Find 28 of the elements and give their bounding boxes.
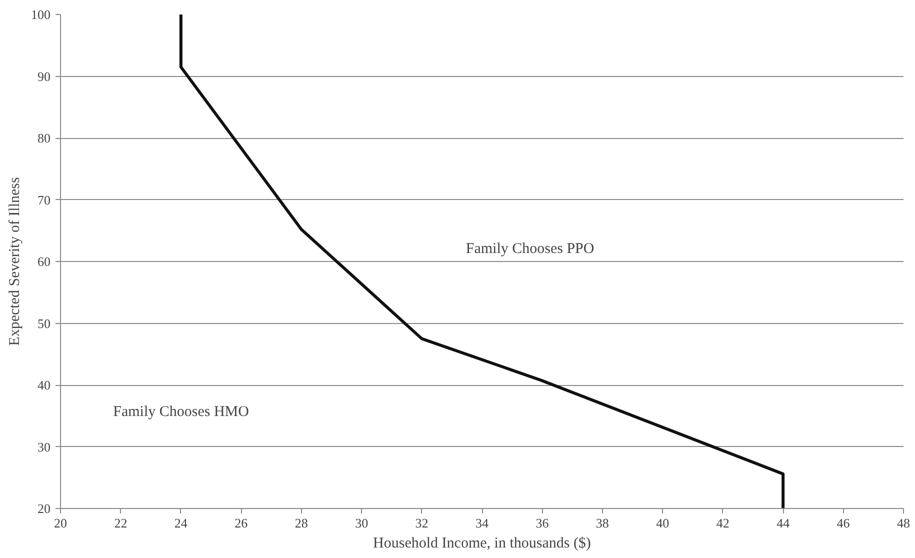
x-tick-label: 38 [596,516,609,530]
x-tick-label: 30 [355,516,368,530]
x-tick-label: 20 [54,516,67,530]
y-tick-label: 20 [38,501,50,516]
y-tick-label: 90 [38,68,50,84]
y-tick-label: 70 [38,192,50,208]
x-tick-label: 42 [716,516,730,530]
x-axis-title: Household Income, in thousands ($) [373,536,591,552]
y-tick-label: 50 [38,316,50,331]
y-tick-label: 100 [31,7,50,22]
annotation: Family Chooses HMO [113,404,250,420]
x-tick-label: 26 [234,516,248,530]
x-tick-label: 46 [836,516,850,530]
x-tick-label: 22 [114,516,128,530]
y-tick-label: 40 [38,378,50,392]
x-tick-label: 44 [776,516,790,530]
y-tick-label: 30 [38,439,50,454]
x-tick-label: 36 [536,516,550,530]
x-tick-label: 28 [294,516,308,530]
x-tick-label: 40 [656,516,670,530]
annotation: Family Chooses PPO [466,241,594,258]
x-tick-label: 24 [174,516,188,530]
x-tick-label: 34 [476,516,489,530]
y-axis-title: Expected Severity of Illness [7,176,23,346]
x-tick-label: 48 [897,516,910,530]
y-tick-label: 60 [38,254,50,269]
x-tick-label: 32 [415,516,428,530]
y-tick-label: 80 [38,130,50,146]
